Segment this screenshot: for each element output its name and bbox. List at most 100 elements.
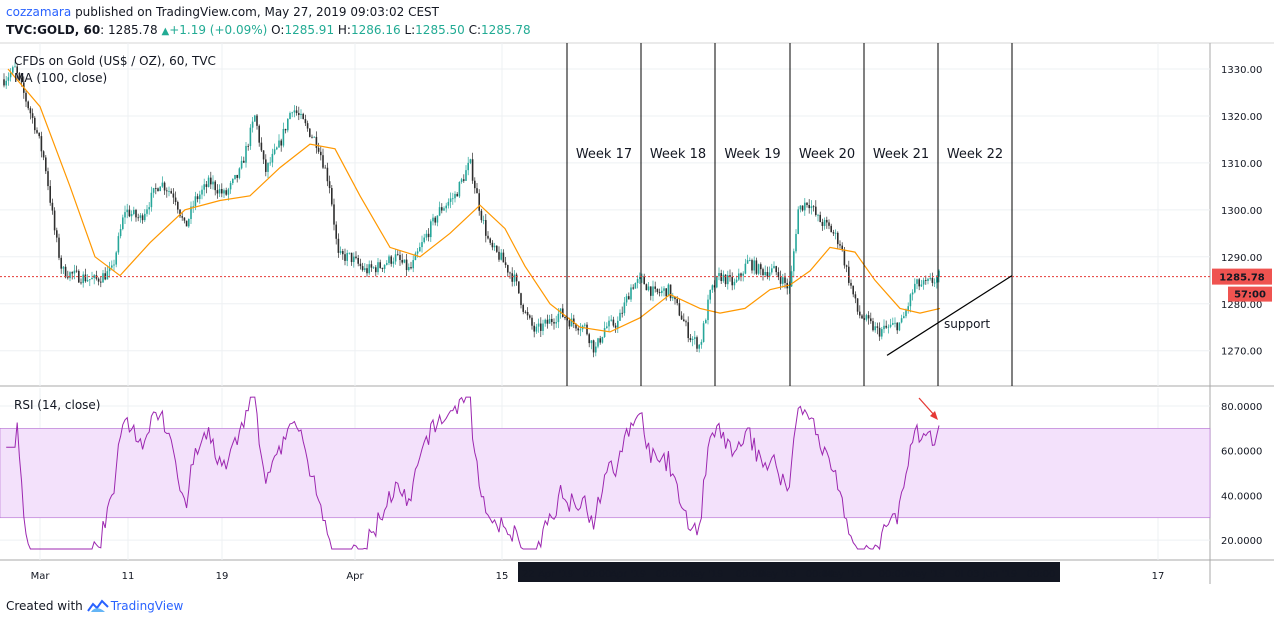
time-range-label: May '19 [906,569,945,580]
candle-body [573,318,575,324]
candle-body [185,220,188,227]
candle-body [911,292,914,295]
candle-body [654,286,656,289]
week-label: Week 20 [799,147,855,162]
tradingview-link[interactable]: TradingView [86,599,183,613]
candle-body [729,275,731,277]
publish-info: cozzamara published on TradingView.com, … [6,5,439,19]
candle-body [559,308,562,314]
candle-body [346,252,348,261]
candle-body [388,256,390,264]
candle-body [47,171,49,187]
candle-body [522,305,524,312]
candle-series [3,61,940,358]
candle-body [645,284,648,291]
candle-body [60,257,62,269]
candle-body [823,219,826,226]
candle-body [804,202,806,211]
candle-body [38,132,40,137]
candle-body [749,260,751,261]
candle-body [898,322,901,331]
candle-body [636,279,639,284]
author-link[interactable]: cozzamara [6,5,72,19]
candle-body [874,326,876,331]
candle-body [454,193,456,199]
time-range-label: Apr '19 [610,569,646,580]
candle-body [368,264,370,274]
candle-body [159,186,161,192]
candle-body [463,179,465,181]
candle-body [86,280,89,282]
candle-body [687,322,689,339]
candle-body [16,66,18,73]
candle-body [183,217,186,221]
candle-body [837,232,839,245]
candle-body [843,249,846,266]
price-change: +1.19 (+0.09%) [169,23,268,37]
candle-body [896,322,898,331]
candle-body [551,318,553,323]
candle-body [152,188,155,193]
candle-body [355,256,357,258]
candle-body [564,317,566,319]
open-label: O: [271,23,285,37]
candle-body [324,167,326,169]
candle-body [683,319,685,322]
candle-body [394,254,397,262]
candle-body [478,193,480,211]
candle-body [639,276,641,280]
candle-body [718,273,720,277]
candle-body [751,260,753,271]
candle-body [544,319,546,324]
candle-body [810,206,813,209]
candle-body [883,325,885,330]
candle-body [280,140,282,146]
last-price: 1285.78 [108,23,158,37]
candle-body [115,252,117,265]
candle-body [903,316,905,319]
candle-body [625,296,628,303]
candle-body [416,251,419,254]
sma-legend: MA (100, close) [14,71,107,85]
candle-body [584,324,586,326]
candle-body [546,319,549,324]
candle-body [661,290,663,294]
candle-body [111,265,113,268]
candle-body [815,206,817,215]
candle-body [623,302,626,314]
candle-body [515,274,518,282]
candle-body [700,341,703,345]
support-line[interactable] [886,275,1013,356]
candle-body [172,193,175,198]
candle-body [485,220,487,236]
candle-body [130,214,133,217]
candle-body [674,296,676,300]
candle-body [181,216,183,218]
candle-body [533,325,535,332]
candle-body [524,311,527,313]
candle-body [489,238,491,243]
candle-body [590,340,593,344]
candle-body [207,177,210,187]
candle-body [216,190,219,194]
time-range-label: 00:00 [879,569,908,580]
candle-body [190,206,192,219]
candle-body [476,188,478,194]
candle-body [667,284,670,297]
candle-body [64,266,67,278]
candle-body [67,277,69,279]
candle-body [738,273,740,280]
candle-body [166,190,168,192]
candle-body [834,232,837,234]
candle-body [53,210,56,231]
candle-body [326,167,329,182]
candle-body [766,271,769,277]
candle-body [229,183,232,190]
candle-body [438,207,441,216]
candle-body [364,268,366,271]
candle-body [529,315,531,318]
candle-body [872,321,874,331]
symbol-name: TVC:GOLD, 60 [6,23,101,37]
